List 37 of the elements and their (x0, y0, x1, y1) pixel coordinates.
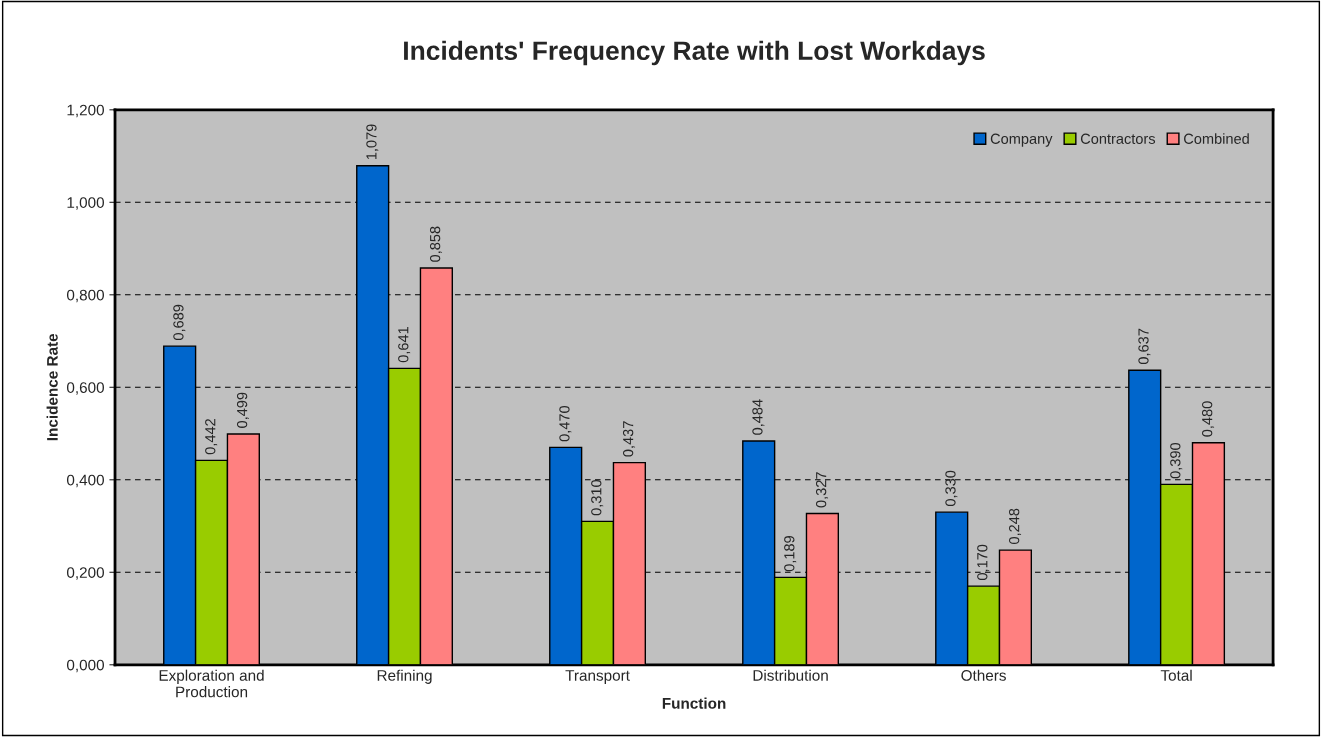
data-label: 0,484 (752, 399, 765, 435)
x-tick-label: Total (1160, 669, 1192, 681)
y-tick-label: 0,000 (66, 659, 104, 673)
chart-title: Incidents' Frequency Rate with Lost Workdays (404, 40, 985, 66)
data-label: 0,189 (784, 536, 797, 572)
data-label: 0,637 (1138, 328, 1151, 365)
data-label: 1,079 (366, 124, 379, 160)
data-label: 0,689 (173, 304, 186, 341)
y-tick-label: 0,600 (66, 382, 104, 395)
x-axis-title: Function (662, 697, 726, 709)
x-tick-label: Others (961, 669, 1006, 681)
x-tick-label: Exploration and Production (159, 669, 264, 698)
y-tick-label: 0,400 (66, 474, 104, 488)
data-label: 0,327 (815, 472, 829, 508)
data-label: 0,480 (1202, 401, 1215, 437)
y-tick-label: 0,800 (66, 289, 104, 303)
y-tick-label: 1,200 (67, 104, 104, 118)
data-label: 0,437 (622, 421, 636, 457)
data-label: 0,170 (977, 544, 990, 581)
data-label: 0,390 (1170, 442, 1183, 479)
y-tick-label: 0,200 (66, 567, 104, 580)
data-label: 0,248 (1009, 508, 1022, 544)
legend-label: Combined (1184, 133, 1249, 144)
data-label: 0,310 (591, 479, 604, 516)
data-label: 0,499 (236, 392, 249, 428)
data-label: 0,470 (559, 405, 572, 442)
data-label: 0,858 (429, 226, 443, 262)
y-tick-label: 1,000 (67, 197, 104, 210)
legend-label: Contractors (1080, 133, 1156, 144)
x-tick-label: Transport (565, 670, 630, 684)
data-label: 0,442 (205, 419, 218, 455)
x-tick-label: Refining (377, 669, 432, 684)
x-tick-label: Distribution (753, 669, 828, 681)
data-label: 0,641 (398, 326, 411, 363)
data-label: 0,330 (945, 470, 958, 507)
y-axis-title: Incidence Rate (46, 333, 58, 441)
legend-label: Company (990, 133, 1053, 147)
